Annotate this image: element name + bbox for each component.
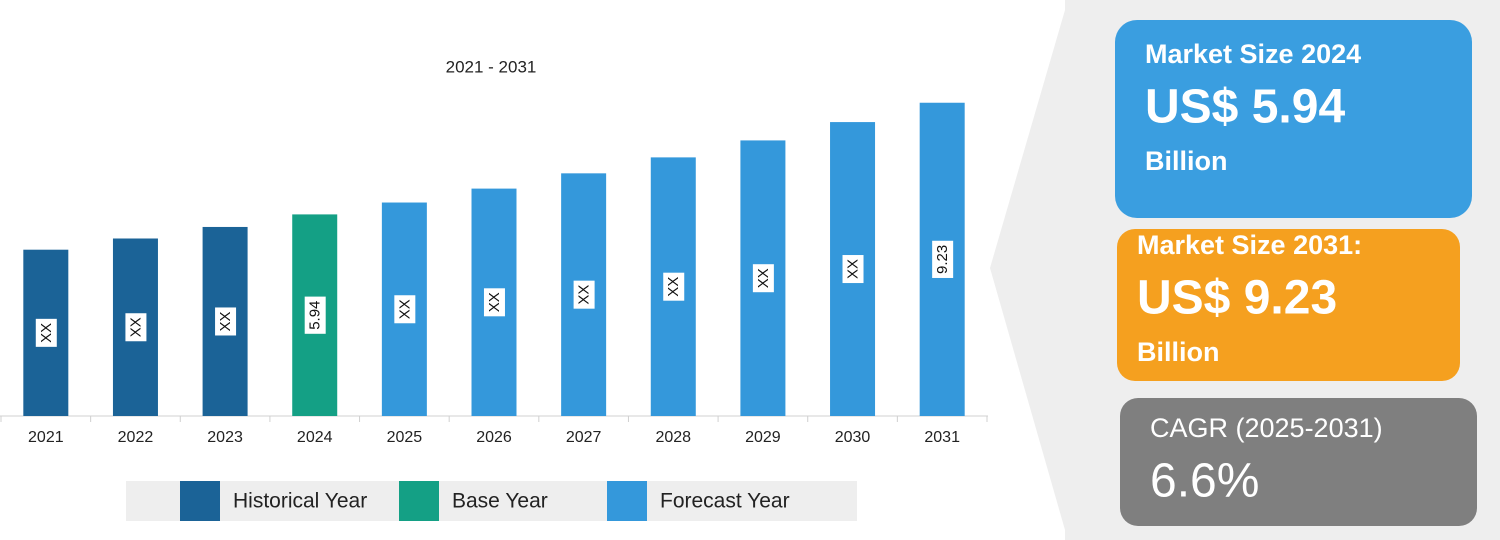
- value-label-bg: [394, 295, 416, 324]
- legend-label: Forecast Year: [660, 490, 790, 513]
- value-label-text: XX: [845, 259, 862, 279]
- x-tick-label: 2023: [207, 429, 243, 446]
- x-tick-label: 2030: [835, 429, 871, 446]
- value-label-text: XX: [755, 268, 772, 288]
- legend-bg: [126, 481, 857, 521]
- value-label-text: XX: [486, 292, 503, 312]
- value-label: 5.94: [304, 296, 326, 334]
- value-label-text: 5.94: [307, 301, 324, 330]
- x-tick-label: 2028: [655, 429, 691, 446]
- chart-subtitle: 2021 - 2031: [446, 57, 537, 76]
- card-value: US$ 9.23: [1137, 272, 1337, 325]
- card-unit: Billion: [1145, 146, 1228, 176]
- value-label: XX: [35, 318, 57, 347]
- value-label-text: 9.23: [934, 245, 951, 274]
- value-label: XX: [215, 307, 237, 336]
- value-label-bg: [304, 296, 326, 334]
- value-label-bg: [573, 280, 595, 309]
- x-tick-label: 2022: [118, 429, 154, 446]
- x-tick-label: 2027: [566, 429, 602, 446]
- legend-label: Base Year: [452, 490, 548, 513]
- x-tick-label: 2025: [387, 429, 423, 446]
- card-value: US$ 5.94: [1145, 81, 1345, 134]
- value-label: 9.23: [932, 240, 954, 278]
- card-2024: [1115, 20, 1472, 218]
- value-label-bg: [35, 318, 57, 347]
- value-label: XX: [752, 264, 774, 293]
- card-title: Market Size 2024: [1145, 39, 1361, 69]
- card-title: Market Size 2031:: [1137, 230, 1362, 260]
- card-title: CAGR (2025-2031): [1150, 413, 1383, 443]
- card-value: 6.6%: [1150, 455, 1259, 508]
- x-tick-label: 2021: [28, 429, 64, 446]
- value-label-text: XX: [38, 323, 55, 343]
- card-cagr: [1120, 398, 1477, 526]
- value-label: XX: [842, 255, 864, 284]
- legend-swatch: [180, 481, 220, 521]
- card-2031: [1117, 229, 1460, 381]
- x-tick-label: 2029: [745, 429, 781, 446]
- value-label-text: XX: [576, 285, 593, 305]
- x-tick-label: 2026: [476, 429, 512, 446]
- value-label: XX: [125, 313, 147, 342]
- x-tick-label: 2031: [924, 429, 960, 446]
- value-label-text: XX: [396, 299, 413, 319]
- value-label-bg: [125, 313, 147, 342]
- value-label-bg: [932, 240, 954, 278]
- value-label-text: XX: [665, 277, 682, 297]
- value-label-text: XX: [217, 311, 234, 331]
- value-label: XX: [483, 288, 505, 317]
- value-label-bg: [483, 288, 505, 317]
- value-label-bg: [663, 272, 685, 301]
- value-label-bg: [752, 264, 774, 293]
- value-label: XX: [663, 272, 685, 301]
- value-label-bg: [215, 307, 237, 336]
- value-label: XX: [394, 295, 416, 324]
- panel-pointer: [990, 0, 1075, 540]
- card-unit: Billion: [1137, 337, 1220, 367]
- value-label-bg: [842, 255, 864, 284]
- legend-swatch: [607, 481, 647, 521]
- legend-swatch: [399, 481, 439, 521]
- legend-label: Historical Year: [233, 490, 367, 513]
- x-tick-label: 2024: [297, 429, 333, 446]
- value-label: XX: [573, 280, 595, 309]
- value-label-text: XX: [127, 317, 144, 337]
